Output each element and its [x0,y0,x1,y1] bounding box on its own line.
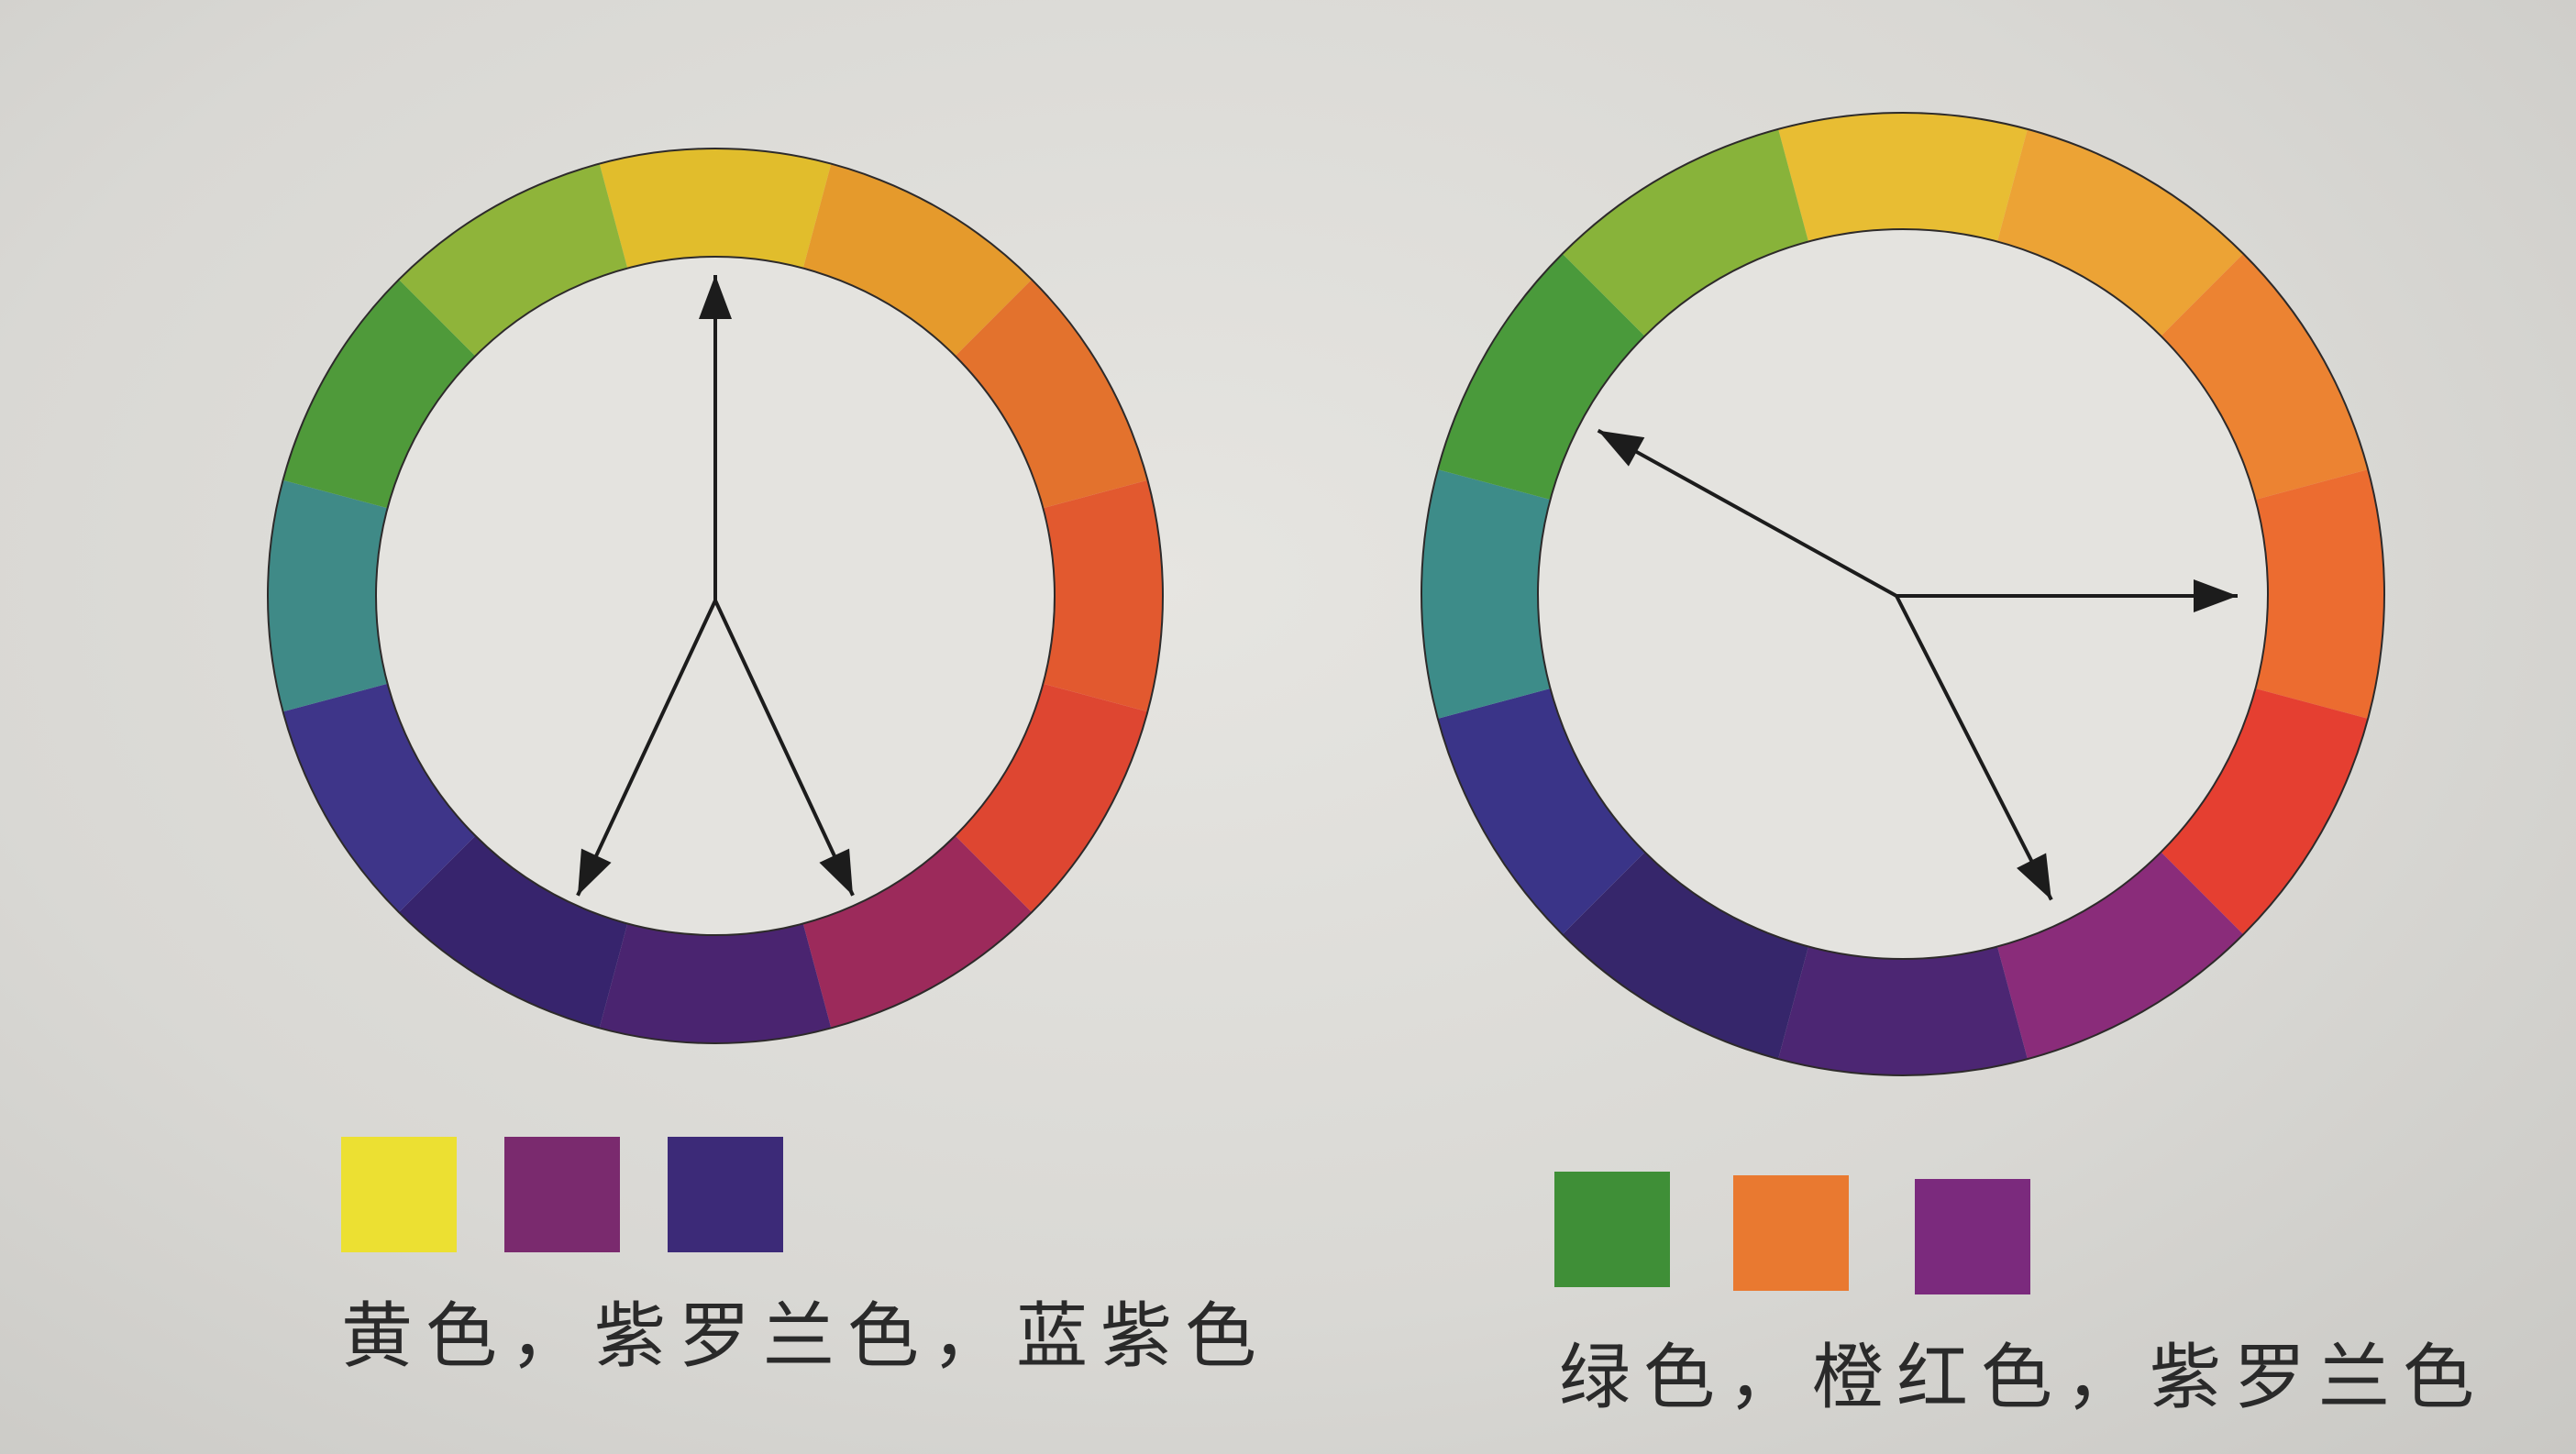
left-wheel-segment [1043,479,1163,712]
left-wheel-segment [599,923,832,1043]
left-arrowhead [819,848,854,896]
right-wheel-segment [1562,128,1808,336]
right-wheel-segment [1437,253,1645,500]
left-swatch-blue-violet [668,1137,783,1252]
right-wheel-segment [1997,852,2244,1060]
left-wheel-segment [955,683,1148,913]
right-swatch-green [1554,1172,1670,1287]
left-wheel-segment [599,149,832,269]
left-wheel-segment [268,479,388,712]
left-arrowhead [699,275,732,319]
right-wheel-segment [1778,946,2028,1075]
right-wheel-segment [2161,253,2369,500]
right-arrowhead [1598,430,1645,467]
right-arrowhead [2194,579,2238,612]
left-wheel-segment [282,279,476,509]
right-wheel-segment [1437,688,1645,935]
left-wheel-segment [282,683,476,913]
left-wheel-segment [398,835,628,1029]
left-wheel-outer-edge [267,148,1164,1044]
left-arrow-line [576,600,717,897]
left-arrowhead [577,848,612,896]
right-wheel-outer-edge [1421,112,2385,1076]
right-arrow-line [1597,428,1897,598]
left-wheel-segment [802,835,1033,1029]
right-wheel-segment [1997,128,2244,336]
left-arrow-line [713,600,855,897]
left-swatch-yellow [341,1137,457,1252]
right-wheel-segment [1778,113,2028,242]
right-swatch-violet [1915,1179,2030,1294]
left-wheel-segment [955,279,1148,509]
left-wheel-segment [398,163,628,357]
right-wheel-segment [2255,469,2384,719]
left-caption: 黄色，紫罗兰色，蓝紫色 [341,1295,1270,1378]
right-swatch-orange-red [1733,1175,1849,1291]
right-wheel-segment [2161,688,2369,935]
right-arrow-line [1895,595,2053,901]
left-swatch-violet [504,1137,620,1252]
left-wheel-segment [802,163,1033,357]
right-arrowhead [2017,853,2051,900]
right-caption: 绿色，橙红色，紫罗兰色 [1559,1337,2488,1419]
right-wheel-segment [1421,469,1551,719]
right-wheel-segment [1562,852,1808,1060]
